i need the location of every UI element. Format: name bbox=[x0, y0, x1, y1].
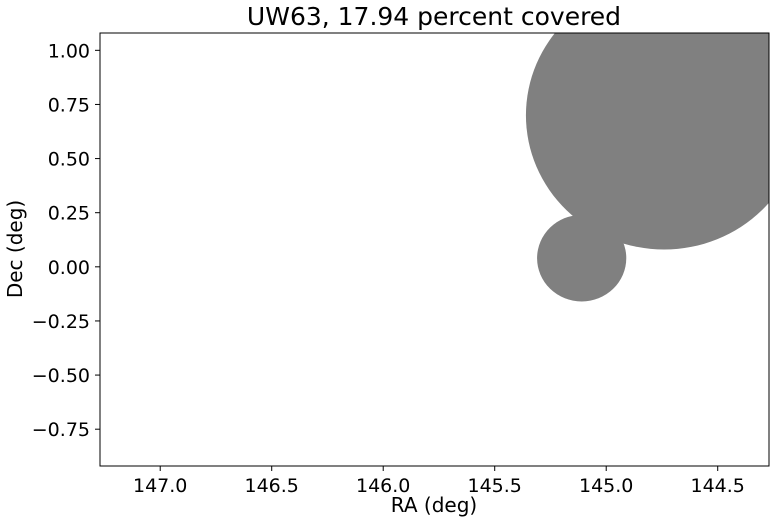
x-axis: 147.0 146.5 146.0 145.5 145.0 144.5 bbox=[133, 466, 745, 497]
y-tick-label: 0.50 bbox=[48, 149, 90, 171]
coverage-circle bbox=[537, 214, 627, 302]
x-tick-label: 146.0 bbox=[356, 475, 410, 497]
y-tick-label: 0.00 bbox=[48, 257, 90, 279]
y-tick-label: 1.00 bbox=[48, 40, 90, 62]
coverage-circle bbox=[525, 33, 769, 250]
x-tick-label: 147.0 bbox=[133, 475, 187, 497]
y-tick-label: 0.75 bbox=[48, 94, 90, 116]
x-tick-label: 144.5 bbox=[691, 475, 745, 497]
y-tick-label: −0.25 bbox=[32, 311, 90, 333]
x-tick-label: 146.5 bbox=[245, 475, 299, 497]
y-tick-label: −0.75 bbox=[32, 419, 90, 441]
x-axis-label: RA (deg) bbox=[391, 493, 477, 517]
x-tick-label: 145.0 bbox=[579, 475, 633, 497]
plot-frame bbox=[99, 32, 770, 467]
coverage-circles bbox=[525, 33, 769, 302]
chart-title: UW63, 17.94 percent covered bbox=[247, 2, 621, 31]
x-tick-label: 145.5 bbox=[468, 475, 522, 497]
y-axis: 1.00 0.75 0.50 0.25 0.00 −0.25 −0.50 −0.75 bbox=[32, 40, 100, 441]
y-tick-label: −0.50 bbox=[32, 365, 90, 387]
y-tick-label: 0.25 bbox=[48, 203, 90, 225]
y-axis-label: Dec (deg) bbox=[3, 200, 27, 298]
